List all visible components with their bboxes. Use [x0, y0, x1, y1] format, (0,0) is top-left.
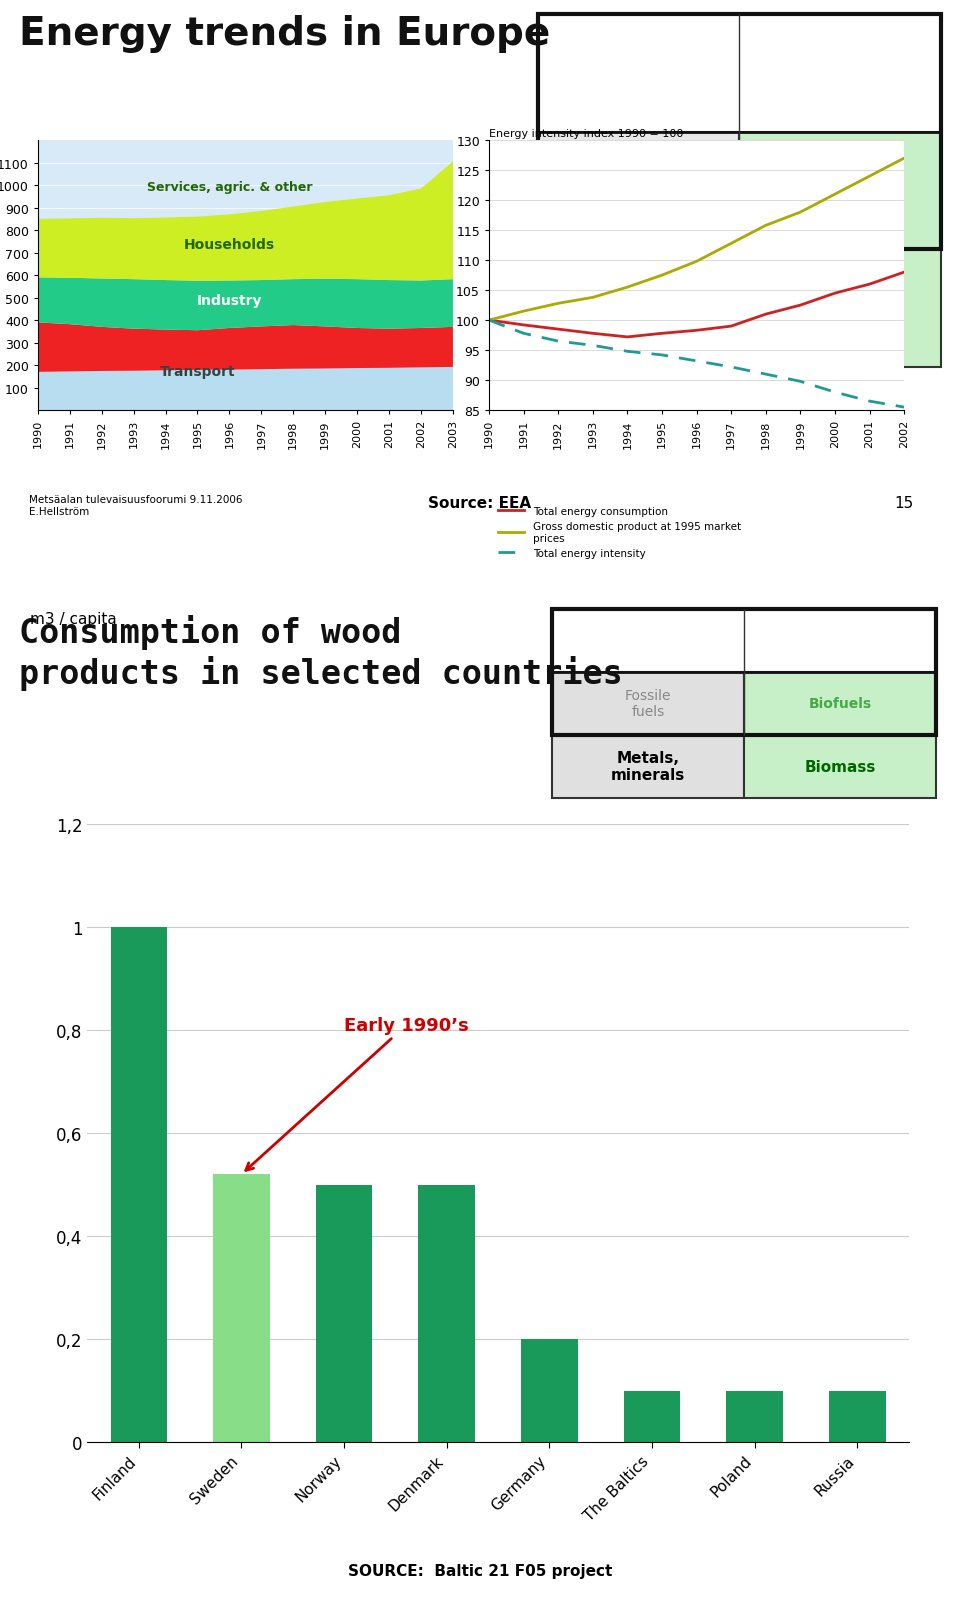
Legend: Total energy consumption, Gross domestic product at 1995 market
prices, Total en: Total energy consumption, Gross domestic…: [494, 502, 745, 563]
Text: Energy trends in Europe: Energy trends in Europe: [19, 14, 550, 53]
Text: Metsäalan tulevaisuusfoorumi 9.11.2006
E.Hellström: Metsäalan tulevaisuusfoorumi 9.11.2006 E…: [29, 494, 242, 517]
Text: m3 / capita: m3 / capita: [30, 612, 117, 626]
Bar: [419, 1184, 475, 1443]
Text: Metals,
minerals: Metals, minerals: [598, 289, 679, 327]
Bar: [552, 672, 744, 735]
Text: Biomass: Biomass: [801, 300, 879, 318]
Bar: [727, 1392, 783, 1443]
Bar: [538, 250, 739, 368]
Text: Biomass: Biomass: [804, 759, 876, 774]
Text: Source: EEA: Source: EEA: [428, 496, 532, 510]
Bar: [552, 735, 744, 798]
Bar: [552, 610, 936, 735]
Bar: [538, 133, 739, 250]
Text: Fossile
fuels: Fossile fuels: [606, 172, 671, 210]
Bar: [110, 928, 167, 1443]
Text: Consumption of wood
products in selected countries: Consumption of wood products in selected…: [19, 615, 623, 690]
Text: Transport: Transport: [159, 364, 235, 379]
Text: Metals,
minerals: Metals, minerals: [611, 751, 685, 783]
Bar: [316, 1184, 372, 1443]
Bar: [739, 133, 941, 250]
Bar: [521, 1340, 578, 1443]
Bar: [829, 1392, 885, 1443]
Bar: [744, 735, 936, 798]
Text: Biofuels: Biofuels: [808, 697, 872, 711]
Bar: [739, 250, 941, 368]
Text: Early 1990’s: Early 1990’s: [246, 1016, 468, 1170]
Text: Industry: Industry: [197, 294, 262, 308]
Bar: [538, 14, 941, 250]
Text: Households: Households: [184, 238, 275, 252]
Bar: [744, 672, 936, 735]
Text: SOURCE:  Baltic 21 F05 project: SOURCE: Baltic 21 F05 project: [348, 1563, 612, 1578]
Text: Energy intensity index 1990 = 100: Energy intensity index 1990 = 100: [489, 128, 684, 140]
Text: Services, agric. & other: Services, agric. & other: [147, 180, 312, 194]
Text: 15: 15: [894, 496, 913, 510]
Bar: [624, 1392, 681, 1443]
Text: Fossile
fuels: Fossile fuels: [625, 689, 671, 719]
Bar: [213, 1175, 270, 1443]
Text: Biofuels: Biofuels: [803, 181, 877, 201]
